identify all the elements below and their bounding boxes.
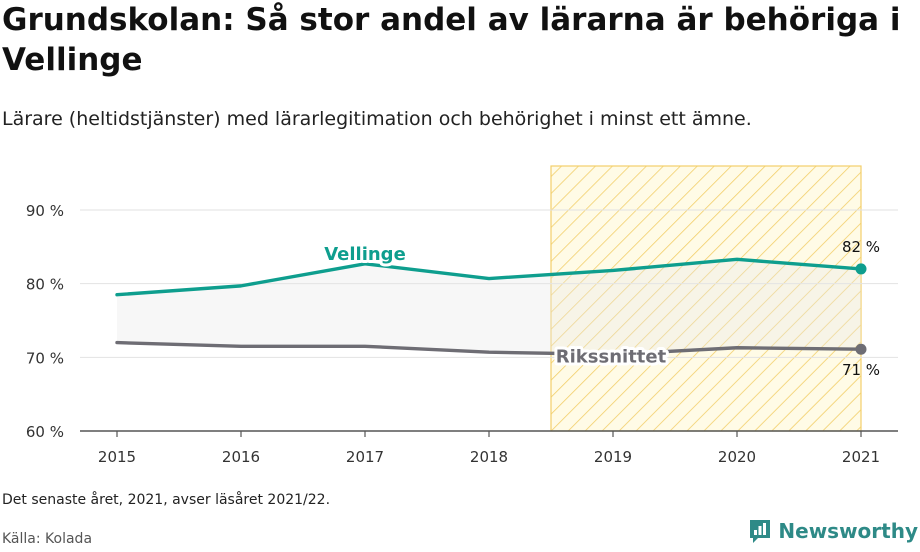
series-gap-band [117, 259, 861, 355]
x-tick-label: 2015 [98, 448, 136, 466]
y-tick-label: 90 % [26, 202, 64, 220]
series-end-label: 82 % [842, 238, 880, 256]
chart-source: Källa: Kolada [2, 531, 93, 547]
x-tick-label: 2020 [718, 448, 756, 466]
series-name-label: Vellinge [324, 244, 406, 265]
series-name-label: Rikssnittet [556, 346, 667, 367]
series-line-0 [115, 257, 863, 297]
series-end-label: 71 % [842, 361, 880, 379]
brand-logo: Newsworthy [748, 518, 918, 544]
bar-chart-logo-icon [750, 520, 771, 543]
chart-subtitle: Lärare (heltidstjänster) med lärarlegiti… [2, 108, 752, 130]
series-end-point [855, 343, 867, 355]
y-tick-label: 70 % [26, 349, 64, 367]
line-chart: 60 % 70 % 80 % 90 % 2015 2016 2017 2018 2019 2020… [26, 165, 898, 466]
x-tick-label: 2021 [842, 448, 880, 466]
y-tick-label: 80 % [26, 276, 64, 294]
x-tick-label: 2018 [470, 448, 508, 466]
page-title: Grundskolan: Så stor andel av lärarna är… [2, 2, 901, 78]
y-tick-label: 60 % [26, 423, 64, 441]
series-end-point [855, 263, 867, 275]
x-tick-label: 2016 [222, 448, 260, 466]
series-line-1 [115, 340, 863, 357]
x-tick-label: 2019 [594, 448, 632, 466]
x-tick-label: 2017 [346, 448, 384, 466]
brand-name: Newsworthy [778, 519, 918, 543]
chart-note: Det senaste året, 2021, avser läsåret 20… [2, 492, 331, 508]
